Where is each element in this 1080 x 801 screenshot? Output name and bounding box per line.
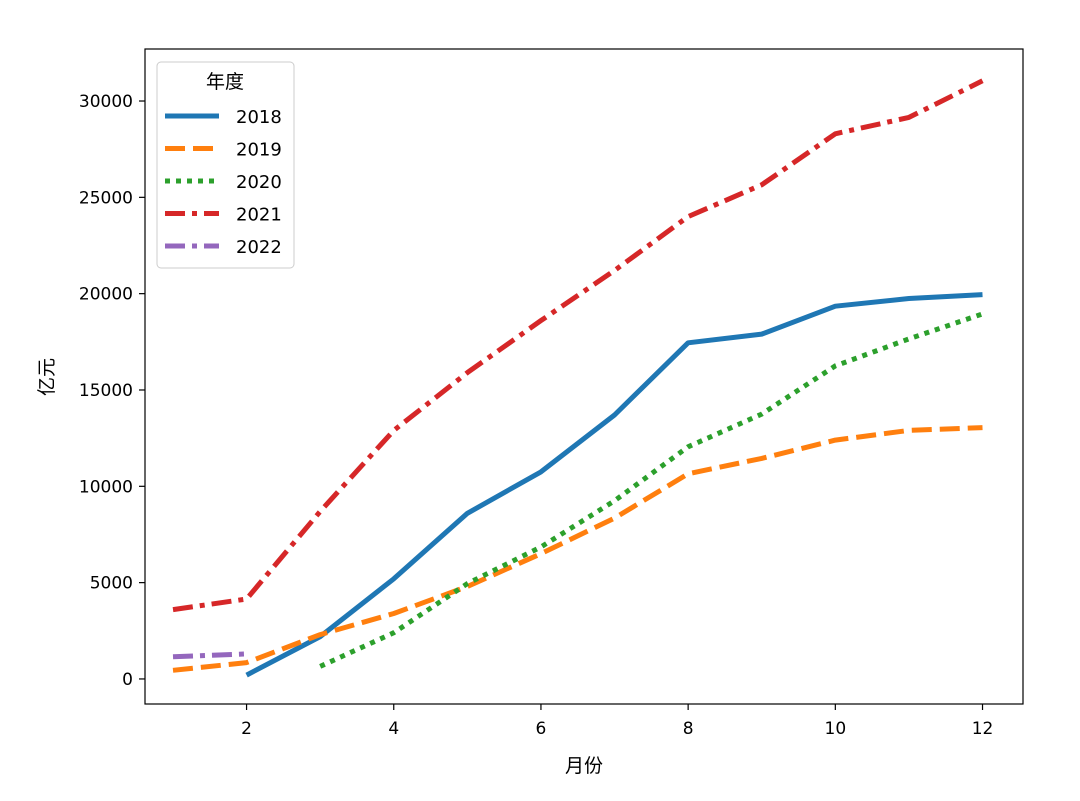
legend-entries: 2018 2019 2020 2021 2022 [165, 107, 282, 258]
x-tick-label: 6 [536, 719, 547, 739]
x-tick-label: 8 [683, 719, 694, 739]
x-axis-title: 月份 [565, 755, 603, 777]
y-axis-title: 亿元 [36, 358, 58, 396]
x-tick-label: 4 [388, 719, 399, 739]
y-tick-label: 20000 [79, 285, 133, 305]
x-axis-ticks: 2 4 6 8 10 12 [241, 704, 993, 739]
legend-label-2020: 2020 [236, 172, 282, 193]
y-axis-ticks: 0 5000 10000 15000 20000 25000 30000 [79, 92, 145, 690]
series-line-2022 [172, 651, 247, 660]
y-tick-label: 25000 [79, 188, 133, 208]
y-tick-label: 0 [122, 670, 133, 690]
series-line-2020 [319, 311, 984, 669]
legend-label-2019: 2019 [236, 140, 282, 161]
x-tick-label: 10 [825, 719, 847, 739]
y-tick-label: 15000 [79, 381, 133, 401]
plot-frame [144, 48, 1024, 705]
y-tick-label: 30000 [79, 92, 133, 112]
legend-title: 年度 [206, 71, 244, 93]
series-line-2021 [172, 78, 984, 613]
x-tick-label: 12 [972, 719, 994, 739]
series-line-2018 [245, 292, 983, 678]
y-tick-label: 10000 [79, 477, 133, 497]
legend-label-2018: 2018 [236, 107, 282, 128]
y-tick-label: 5000 [90, 574, 133, 594]
series-line-2019 [172, 425, 983, 673]
legend: 年度 2018 2019 2020 2021 2022 [156, 61, 295, 269]
legend-label-2022: 2022 [236, 237, 282, 258]
legend-label-2021: 2021 [236, 205, 282, 226]
x-tick-label: 2 [241, 719, 252, 739]
plot-lines [172, 78, 984, 678]
